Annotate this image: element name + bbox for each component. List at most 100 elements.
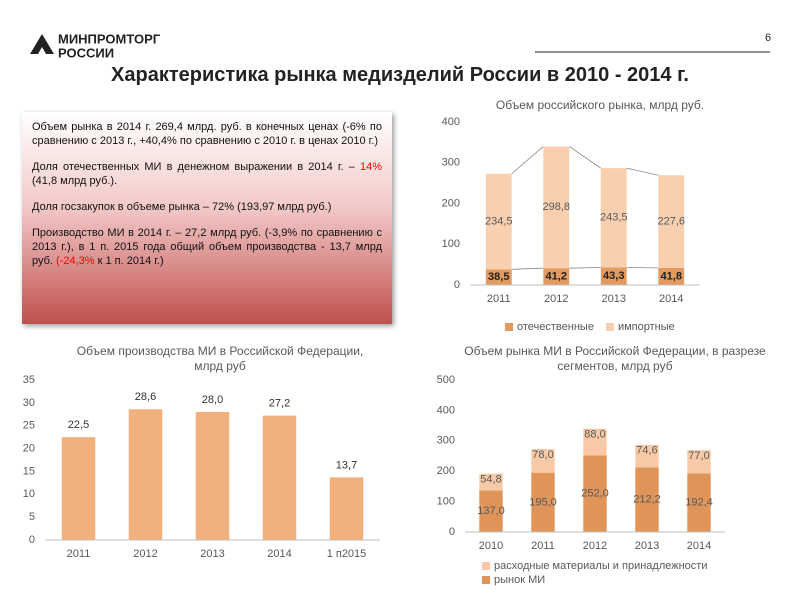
y-tick-label: 5 [29,511,35,523]
x-tick-label: 2011 [67,548,91,560]
bar-segment [635,467,659,532]
x-tick-label: 2013 [200,548,224,560]
paragraph: Объем рынка в 2014 г. 269,4 млрд. руб. в… [32,120,382,148]
value-label: 298,8 [542,201,570,213]
legend-label: расходные материалы и принадлежности [494,560,707,572]
bar-segment [485,269,512,285]
x-tick-label: 2014 [659,293,683,305]
slide-title: Характеристика рынка медизделий России в… [111,64,689,86]
value-label: 38,5 [488,271,509,283]
x-tick-label: 2011 [531,540,555,552]
chart-title: Объем производства МИ в Российской Федер… [76,344,364,373]
legend-swatch [482,562,490,570]
value-label: 41,2 [546,271,567,283]
x-tick-label: 2010 [479,540,503,552]
page-number: 6 [765,32,771,44]
bar [195,412,230,540]
series-line [568,146,602,169]
value-label: 43,3 [603,270,624,282]
value-label: 212,2 [633,494,661,506]
x-tick-label: 2013 [602,293,626,305]
x-tick-label: 2014 [267,548,291,560]
legend-label: рынок МИ [494,574,545,586]
text-run: Объем рынка в 2014 г. 269,4 млрд. руб. в… [32,121,382,147]
text-run: Доля отечественных МИ в денежном выражен… [32,161,360,173]
y-tick-label: 300 [442,157,460,169]
bar-segment [531,472,555,532]
legend-swatch [482,576,490,584]
x-tick-label: 2014 [687,540,711,552]
bar-segment [583,428,607,456]
value-label: 27,2 [269,398,290,410]
x-tick-label: 2011 [487,293,511,305]
y-tick-label: 400 [442,116,460,128]
logo-text: МИНПРОМТОРГ [58,31,161,46]
bar-segment [479,473,503,491]
series-line [626,167,659,176]
value-label: 78,0 [532,449,553,461]
value-label: 13,7 [336,459,357,471]
bar-segment [543,268,570,285]
chart-title: Объем российского рынка, млрд руб. [495,98,705,112]
value-label: 54,8 [480,474,501,486]
legend-label: импортные [618,321,675,333]
value-label: 227,6 [657,215,685,227]
series-line [569,266,601,269]
text-box: Объем рынка в 2014 г. 269,4 млрд. руб. в… [22,112,392,324]
chart-title: Объем рынка МИ в Российской Федерации, в… [464,344,766,373]
paragraph: Доля отечественных МИ в денежном выражен… [32,160,382,188]
paragraph: Доля госзакупок в объеме рынка – 72% (19… [32,200,382,214]
value-label: 88,0 [584,429,605,441]
series-line [511,146,544,175]
y-tick-label: 20 [23,442,35,454]
x-tick-label: 2013 [635,540,659,552]
bar [262,415,297,540]
bar-segment [485,173,512,270]
y-tick-label: 400 [437,404,455,416]
highlight-run: 14% [359,161,382,173]
value-label: 28,6 [135,391,156,403]
bar [61,437,96,540]
value-label: 195,0 [529,496,557,508]
value-label: 22,5 [68,419,89,431]
value-label: 192,4 [685,497,713,509]
bar-segment [479,490,503,532]
bar [329,477,364,540]
text-run: Доля госзакупок в объеме рынка – 72% (19… [32,201,332,213]
value-label: 252,0 [581,488,609,500]
y-tick-label: 200 [442,197,460,209]
bar-segment [531,449,555,473]
y-tick-label: 30 [23,397,35,409]
y-tick-label: 0 [449,526,455,538]
highlight-run: (-24,3% [56,255,95,267]
bar-segment [687,450,711,474]
value-label: 28,0 [202,394,223,406]
value-label: 74,6 [636,445,657,457]
series-line [626,266,659,269]
x-tick-label: 2012 [133,548,157,560]
y-tick-label: 100 [437,496,455,508]
y-tick-label: 0 [29,534,35,546]
value-label: 243,5 [600,212,628,224]
text-run: Производство МИ в 2014 г. – 27,2 млрд ру… [32,227,382,267]
legend-swatch [605,323,614,331]
text-run: (41,8 млрд руб.). [32,175,118,187]
y-tick-label: 200 [437,465,455,477]
legend-swatch [505,323,513,331]
y-tick-label: 100 [442,238,460,250]
y-tick-label: 500 [437,374,455,386]
bar-segment [658,267,685,285]
y-tick-label: 15 [23,465,35,477]
logo-text: РОССИИ [58,45,114,60]
x-tick-label: 2012 [544,293,568,305]
bar-segment [543,146,570,269]
x-tick-label: 2012 [583,540,607,552]
bar-segment [600,267,627,285]
bar-segment [687,473,711,532]
y-tick-label: 0 [454,279,460,291]
bar-segment [600,168,627,268]
y-tick-label: 10 [23,488,35,500]
legend-label: отечественные [517,321,594,333]
text-run: к 1 п. 2014 г.) [94,255,164,267]
